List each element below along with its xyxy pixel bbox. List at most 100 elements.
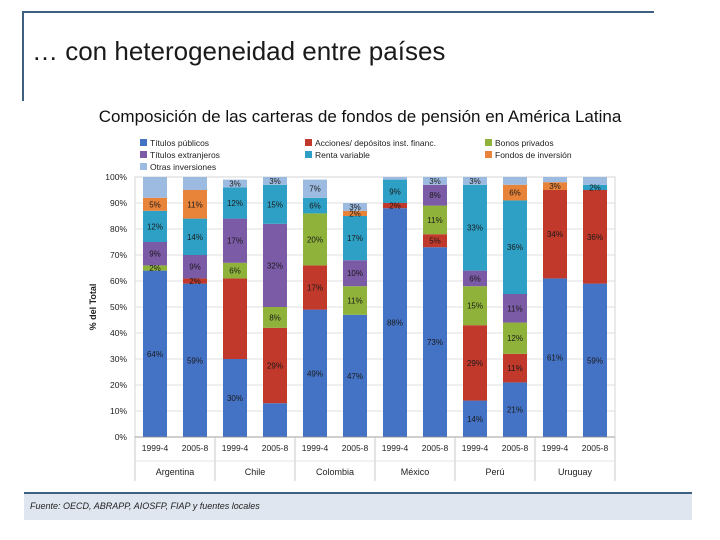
bar-data-label: 11% — [187, 200, 202, 209]
y-tick-label: 40% — [110, 328, 127, 338]
title-frame-left — [22, 11, 24, 101]
bar-segment — [463, 270, 487, 287]
bar-segment — [583, 177, 607, 185]
legend-swatch — [305, 151, 312, 158]
bar-segment — [143, 197, 167, 211]
bar-data-label: 15% — [267, 200, 283, 209]
x-group-label: México — [401, 467, 430, 477]
x-tick-label: 2005-8 — [342, 443, 369, 453]
bar-segment — [143, 242, 167, 266]
bar-segments — [143, 177, 607, 437]
bar-data-labels: 64% 2% 9% 12% 5% 59% 2% 9% 14% 11% 30% 6% 17% 12% 3% 29… — [147, 177, 603, 424]
bar-segment — [183, 190, 207, 219]
bar-data-label: 9% — [149, 250, 161, 259]
bar-segment — [143, 270, 167, 437]
bar-segment — [423, 205, 447, 235]
bar-data-label: 7% — [309, 185, 321, 194]
bar-segment — [383, 177, 407, 180]
legend-label: Bonos privados — [495, 138, 554, 148]
bar-data-label: 5% — [149, 200, 161, 209]
y-axis-label: % del Total — [88, 284, 98, 331]
bar-data-label: 17% — [347, 234, 363, 243]
bar-data-label: 5% — [429, 237, 441, 246]
y-tick-label: 100% — [105, 172, 127, 182]
title-frame-top — [22, 11, 654, 13]
bar-data-label: 14% — [187, 233, 203, 242]
y-tick-label: 90% — [110, 198, 127, 208]
bar-data-label: 32% — [267, 261, 283, 270]
bar-data-label: 14% — [467, 415, 483, 424]
bar-data-label: 47% — [347, 372, 363, 381]
bar-segment — [463, 184, 487, 271]
bar-segment — [383, 179, 407, 203]
y-tick-label: 60% — [110, 276, 127, 286]
legend-label: Fondos de inversión — [495, 150, 572, 160]
x-group-label: Uruguay — [558, 467, 593, 477]
bar-data-label: 2% — [149, 264, 161, 273]
bar-segment — [263, 177, 287, 185]
x-tick-label: 1999-4 — [222, 443, 249, 453]
chart-title: Composición de las carteras de fondos de… — [98, 107, 622, 126]
bar-data-label: 64% — [147, 350, 163, 359]
x-tick-label: 1999-4 — [382, 443, 409, 453]
bar-data-label: 2% — [189, 277, 201, 286]
bar-segment — [223, 262, 247, 279]
bar-data-label: 30% — [227, 394, 243, 403]
x-group-label: Perú — [485, 467, 504, 477]
bar-data-label: 2% — [349, 209, 361, 218]
bar-segment — [463, 400, 487, 437]
bar-data-label: 6% — [309, 202, 321, 211]
bar-data-label: 6% — [229, 267, 241, 276]
x-tick-label: 2005-8 — [262, 443, 289, 453]
bar-segment — [343, 216, 367, 261]
bar-segment — [343, 286, 367, 315]
bar-data-label: 9% — [389, 187, 401, 196]
bar-segment — [263, 223, 287, 307]
bar-data-label: 29% — [267, 362, 283, 371]
bar-data-label: 11% — [427, 216, 442, 225]
bar-data-label: 3% — [469, 177, 481, 186]
bar-segment — [343, 260, 367, 287]
bar-data-label: 20% — [307, 235, 323, 244]
bar-data-label: 2% — [389, 202, 401, 211]
bar-segment — [303, 309, 327, 437]
source-text: Fuente: OECD, ABRAPP, AIOSFP, FIAP y fue… — [30, 501, 260, 511]
bar-segment — [303, 265, 327, 310]
bar-data-label: 12% — [507, 334, 523, 343]
bar-segment — [183, 255, 207, 279]
bar-data-label: 8% — [269, 313, 281, 322]
bar-data-label: 3% — [229, 180, 241, 189]
bar-data-label: 34% — [547, 230, 563, 239]
legend-swatch — [485, 151, 492, 158]
x-group-label: Argentina — [156, 467, 195, 477]
bar-segment — [343, 203, 367, 211]
y-tick-label: 0% — [115, 432, 128, 442]
legend-swatch — [140, 139, 147, 146]
bar-data-label: 21% — [507, 406, 523, 415]
y-tick-label: 50% — [110, 302, 127, 312]
stacked-bar-chart: Títulos públicos Acciones/ depósitos inst… — [80, 133, 620, 488]
bar-segment — [263, 403, 287, 437]
bar-segment — [543, 177, 567, 183]
bar-data-label: 15% — [467, 302, 483, 311]
chart-legend: Títulos públicos Acciones/ depósitos inst… — [140, 138, 572, 172]
x-tick-label: 1999-4 — [542, 443, 569, 453]
bar-segment — [503, 322, 527, 354]
y-axis-ticks: 0% 10% 20% 30% 40% 50% 60% 70% 80% 90% 100% — [105, 172, 127, 442]
legend-swatch — [305, 139, 312, 146]
bar-data-label: 36% — [507, 243, 523, 252]
bar-segment — [423, 184, 447, 206]
x-tick-label: 1999-4 — [462, 443, 489, 453]
x-tick-label: 2005-8 — [582, 443, 609, 453]
bar-segment — [223, 359, 247, 437]
x-group-label: Colombia — [316, 467, 354, 477]
bar-data-label: 61% — [547, 354, 563, 363]
bar-segment — [143, 177, 167, 198]
bar-segment — [583, 283, 607, 437]
bar-segment — [263, 307, 287, 328]
bar-segment — [423, 177, 447, 185]
bar-segment — [543, 182, 567, 190]
bar-segment — [423, 234, 447, 248]
x-group-label: Chile — [245, 467, 266, 477]
bar-data-label: 2% — [589, 183, 601, 192]
